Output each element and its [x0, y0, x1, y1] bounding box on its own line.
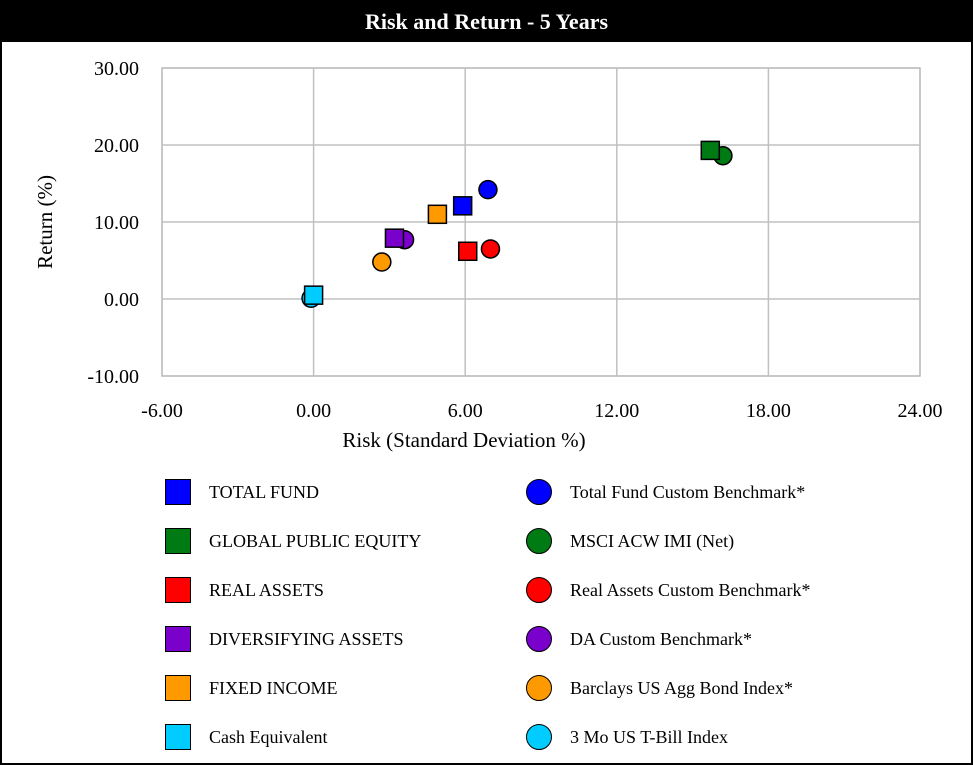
y-tick-label: 10.00	[94, 212, 139, 234]
x-axis-label: Risk (Standard Deviation %)	[342, 428, 585, 452]
point-real-assets-custom-benchmark	[480, 239, 501, 259]
legend-item-msci-acw-imi-net: MSCI ACW IMI (Net)	[526, 526, 734, 556]
scatter-plot: -6.00 0.00 6.00 12.00 18.00 24.00 30.00 20.00 10…	[33, 58, 943, 452]
point-barclays-us-agg-bond-index	[372, 252, 392, 272]
chart-title: Risk and Return - 5 Years	[2, 2, 971, 42]
legend-circle-marker	[526, 626, 552, 652]
y-tick-label: 20.00	[94, 135, 139, 157]
x-tick-label: 6.00	[448, 400, 483, 422]
legend-item-da-custom-benchmark: DA Custom Benchmark*	[526, 624, 752, 654]
legend-square-marker	[165, 528, 191, 554]
legend-circle-marker	[526, 528, 552, 554]
x-tick-label: 24.00	[898, 400, 943, 422]
legend: TOTAL FUND GLOBAL PUBLIC EQUITY REAL ASSET…	[2, 472, 971, 762]
legend-circle-marker	[526, 577, 552, 603]
legend-label: DIVERSIFYING ASSETS	[209, 628, 404, 649]
x-tick-label: 12.00	[594, 400, 639, 422]
x-tick-label: 0.00	[296, 400, 331, 422]
legend-item-cash-equivalent: Cash Equivalent	[165, 722, 327, 752]
legend-item-diversifying-assets: DIVERSIFYING ASSETS	[165, 624, 404, 654]
y-tick-label: -10.00	[87, 366, 139, 388]
point-real-assets	[457, 241, 478, 262]
legend-item-total-fund: TOTAL FUND	[165, 477, 319, 507]
legend-item-real-assets-custom-benchmark: Real Assets Custom Benchmark*	[526, 575, 810, 605]
point-global-public-equity	[700, 140, 721, 161]
legend-item-global-public-equity: GLOBAL PUBLIC EQUITY	[165, 526, 421, 556]
point-fixed-income	[427, 204, 448, 225]
legend-item-total-fund-custom-benchmark: Total Fund Custom Benchmark*	[526, 477, 805, 507]
legend-label: MSCI ACW IMI (Net)	[570, 530, 735, 551]
x-tick-label: -6.00	[141, 400, 183, 422]
legend-circle-marker	[526, 724, 552, 750]
legend-item-barclays-us-agg-bond-index: Barclays US Agg Bond Index*	[526, 673, 793, 703]
legend-label: Cash Equivalent	[209, 726, 328, 747]
point-cash-equivalent	[303, 285, 324, 305]
data-points	[301, 140, 733, 308]
legend-label: DA Custom Benchmark*	[570, 628, 752, 649]
y-axis-label: Return (%)	[33, 175, 57, 269]
legend-square-marker	[165, 626, 191, 652]
legend-item-fixed-income: FIXED INCOME	[165, 673, 338, 703]
tick-labels: -6.00 0.00 6.00 12.00 18.00 24.00 30.00 20.00 10…	[87, 58, 942, 422]
y-tick-label: 30.00	[94, 58, 139, 80]
legend-label: FIXED INCOME	[209, 677, 338, 698]
legend-label: 3 Mo US T-Bill Index	[570, 726, 729, 747]
legend-item-real-assets: REAL ASSETS	[165, 575, 324, 605]
legend-label: Real Assets Custom Benchmark*	[570, 579, 811, 600]
legend-label: Total Fund Custom Benchmark*	[570, 481, 806, 502]
legend-label: TOTAL FUND	[209, 481, 320, 502]
x-tick-label: 18.00	[746, 400, 791, 422]
legend-square-marker	[165, 479, 191, 505]
point-total-fund-custom-benchmark	[478, 179, 498, 200]
legend-label: GLOBAL PUBLIC EQUITY	[209, 530, 422, 551]
point-diversifying-assets	[384, 228, 405, 248]
legend-label: REAL ASSETS	[209, 579, 324, 600]
legend-square-marker	[165, 577, 191, 603]
legend-square-marker	[165, 724, 191, 750]
legend-circle-marker	[526, 675, 552, 701]
legend-circle-marker	[526, 479, 552, 505]
legend-square-marker	[165, 675, 191, 701]
y-tick-label: 0.00	[104, 289, 139, 311]
legend-item-3-mo-us-t-bill-index: 3 Mo US T-Bill Index	[526, 722, 728, 752]
legend-label: Barclays US Agg Bond Index*	[570, 677, 793, 698]
point-total-fund	[452, 196, 473, 216]
grid-lines	[161, 67, 921, 377]
